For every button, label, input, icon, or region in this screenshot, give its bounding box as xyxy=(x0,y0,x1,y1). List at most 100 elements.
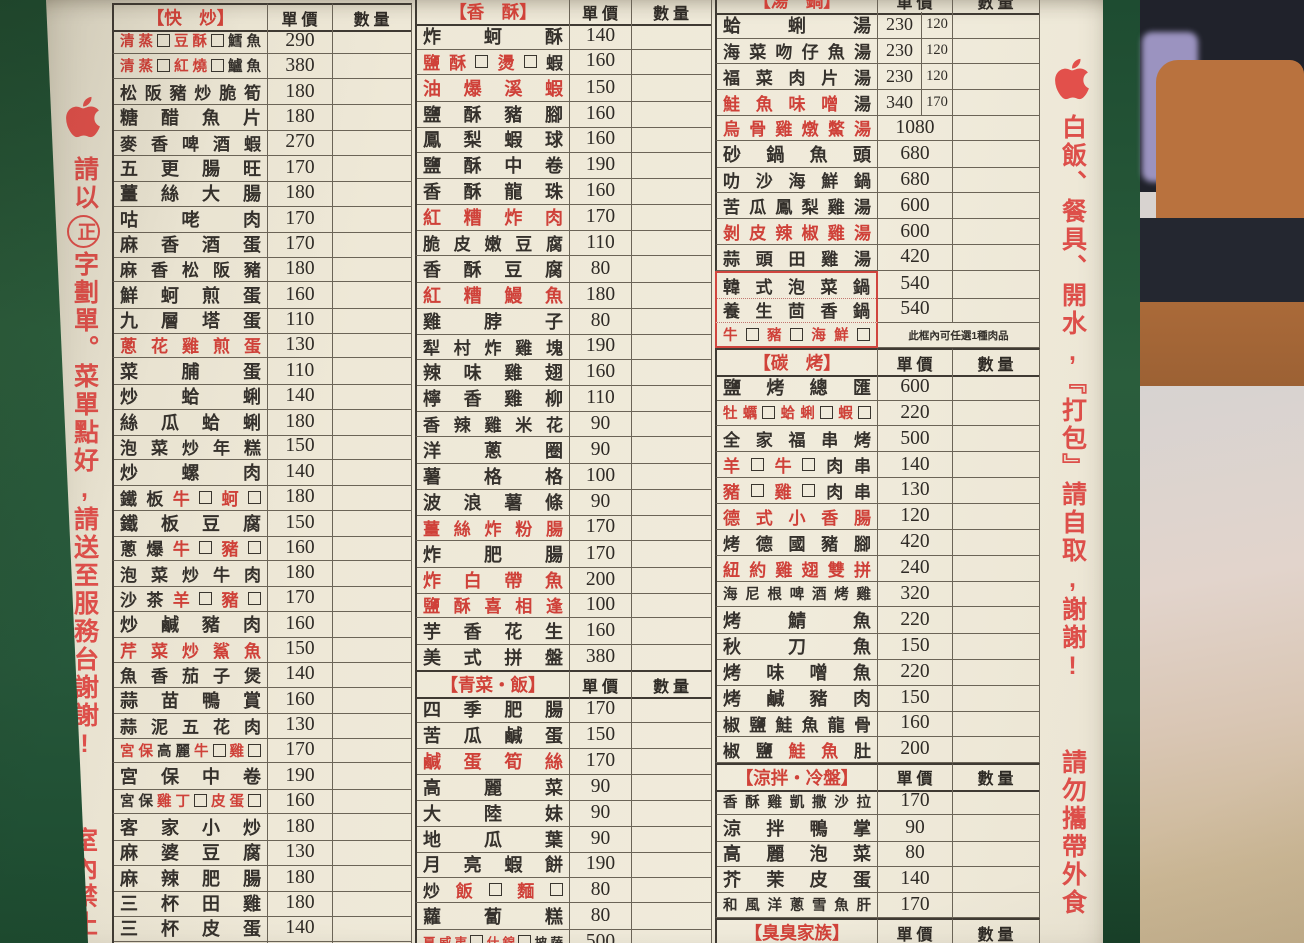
item-name-char: 掌 xyxy=(852,818,871,839)
checkbox-icon xyxy=(762,406,776,420)
item-name-char: 蔥 xyxy=(120,540,137,560)
item-price: 180 xyxy=(268,408,333,436)
item-price: 110 xyxy=(570,385,632,413)
item-name-char: 蛋 xyxy=(243,361,261,382)
item-name-char: 豆 xyxy=(202,513,220,534)
item-qty-cell xyxy=(953,659,1040,687)
item-price: 240 xyxy=(878,555,953,582)
menu-item-row: 紅 糟 炸肉 170 xyxy=(415,204,712,232)
item-name-char: 泡 xyxy=(788,277,805,297)
section-title: 【青菜・飯】 xyxy=(415,670,570,700)
item-price: 600 xyxy=(878,374,953,402)
item-qty-cell xyxy=(953,736,1040,763)
item-name-char: 肥 xyxy=(202,868,220,889)
item-name-char: 雞 xyxy=(504,389,523,410)
item-name-char: 翅 xyxy=(801,560,819,580)
item-name-char: 豬 xyxy=(809,689,828,710)
menu-item-row: 香 酥 龍珠 160 xyxy=(415,178,712,206)
item-name-char: 錦 xyxy=(502,936,516,943)
item-qty-cell xyxy=(632,204,712,232)
quantity-header: 數量 xyxy=(632,0,712,26)
item-name-char: 波 xyxy=(423,492,441,513)
item-price-small: 170 xyxy=(921,89,952,115)
item-name-char: 拌 xyxy=(766,818,785,839)
menu-item-row: 鐵板牛 蚵 180 xyxy=(112,484,412,511)
item-qty-cell xyxy=(333,890,412,918)
item-name: 炒鹹豬肉 xyxy=(112,611,268,639)
menu-item-row: 麻 香 酒 蛋 170 xyxy=(112,231,412,259)
item-qty-cell xyxy=(333,357,412,385)
item-name-char: 魚 xyxy=(853,611,871,632)
item-price: 170 xyxy=(570,540,632,568)
menu-item-row: 清蒸 豆酥 鱈魚 290 xyxy=(112,28,412,54)
item-price: 170 xyxy=(570,204,632,232)
menu-item-row: 砂 鍋 魚 頭 680 xyxy=(715,141,1040,169)
item-name-char: 辣 xyxy=(161,868,179,889)
item-name-char: 肉 xyxy=(826,482,844,502)
item-name: 月 亮 蝦餅 xyxy=(415,851,570,879)
item-name-char: 蛋 xyxy=(463,751,482,772)
item-name-char: 牡 xyxy=(723,406,738,423)
item-qty-cell xyxy=(632,255,712,283)
item-name: 高麗泡菜 xyxy=(715,840,878,868)
item-name-char: 烤 xyxy=(854,431,871,451)
item-name-char: 蠣 xyxy=(742,406,758,423)
item-name-char: 白 xyxy=(463,570,482,591)
item-name-char: 脆 xyxy=(423,235,440,255)
item-name-char: 腐 xyxy=(546,235,563,255)
item-name-char: 菜 xyxy=(852,844,871,865)
item-name: 鮮蚵煎蛋 xyxy=(112,281,268,309)
item-name-char: 香 xyxy=(423,259,441,280)
item-name: 椒鹽鮭魚肚 xyxy=(715,736,878,763)
item-name-char: 塔 xyxy=(202,311,220,332)
item-name-char: 蛋 xyxy=(852,870,871,891)
item-name: 蔥花雞煎蛋 xyxy=(112,332,268,359)
seal-zheng-icon: 正 xyxy=(66,215,100,248)
item-name-char: 芥 xyxy=(723,870,741,891)
item-name-char: 大 xyxy=(423,803,441,824)
item-name-char: 炒 xyxy=(194,84,212,104)
section-header-row: 【碳 烤】 單價 數量 xyxy=(715,348,1040,378)
menu-item-row: 夏威夷 什錦 披薩 500 xyxy=(415,929,712,943)
item-name-char: 串 xyxy=(821,431,839,451)
menu-item-row: 炒 蛤 蜊 140 xyxy=(112,383,412,411)
item-price: 160 xyxy=(268,281,333,309)
item-price: 100 xyxy=(570,592,632,619)
item-name-char: 豬 xyxy=(221,540,239,560)
item-qty-cell xyxy=(333,687,412,715)
item-name: 炒蛤蜊 xyxy=(112,383,268,411)
item-name-char: 椒 xyxy=(723,715,740,735)
item-name: 羊 牛 肉串 xyxy=(715,452,878,479)
menu-item-row: 麻香松阪豬 180 xyxy=(112,256,412,283)
unit-price-header: 單價 xyxy=(878,0,953,15)
item-name-char: 大 xyxy=(202,184,220,205)
item-name-char: 脯 xyxy=(181,361,200,382)
partial-row xyxy=(112,940,412,943)
item-name-char: 蛤 xyxy=(181,387,200,408)
item-name-char: 條 xyxy=(544,492,563,513)
item-name-char: 串 xyxy=(853,457,871,477)
item-name-char: 炒 xyxy=(182,641,199,661)
item-name: 客家小炒 xyxy=(112,814,268,841)
menu-item-row: 羊 牛 肉串 140 xyxy=(715,452,1040,479)
item-name: 涼拌鴨掌 xyxy=(715,814,878,842)
item-price: 180 xyxy=(268,256,333,283)
item-name-char: 頭 xyxy=(852,145,871,166)
menu-item-row: 香辣雞米花 90 xyxy=(415,411,712,438)
section-title: 【臭臭家族】 xyxy=(715,918,878,943)
item-name-char: 季 xyxy=(463,700,482,721)
item-name-char: 蒸 xyxy=(138,34,154,51)
checkbox-icon xyxy=(857,406,871,420)
menu-item-row: 鹽酥喜相逢 100 xyxy=(415,592,712,619)
menu-item-row: 豬 雞 肉串 130 xyxy=(715,477,1040,504)
item-price: 200 xyxy=(570,566,632,594)
item-price: 180 xyxy=(268,180,333,208)
item-name-char: 羊 xyxy=(172,590,190,610)
item-price: 180 xyxy=(268,814,333,841)
checkbox-icon xyxy=(157,34,170,48)
item-name-char: 炸 xyxy=(423,570,441,591)
item-qty-cell xyxy=(953,840,1040,868)
item-qty-cell xyxy=(333,535,412,562)
item-name-char: 龍 xyxy=(504,182,523,203)
menu-item-row: 炸 肥 腸 170 xyxy=(415,540,712,568)
